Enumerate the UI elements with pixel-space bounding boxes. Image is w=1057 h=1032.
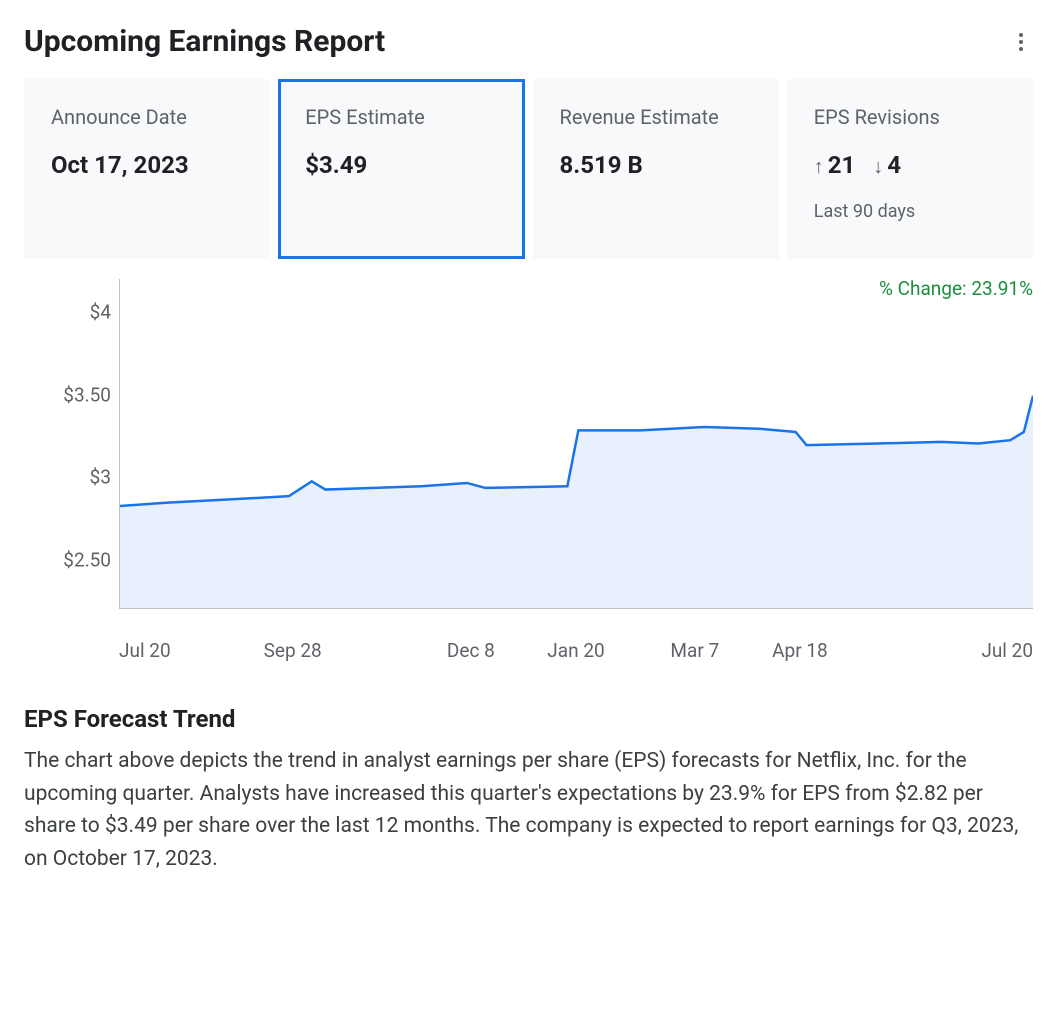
y-tick-label: $2.50 (63, 548, 111, 571)
x-tick-label: Dec 8 (447, 639, 495, 662)
x-tick-label: Jul 20 (981, 639, 1033, 662)
card-eps-revisions[interactable]: EPS Revisions ↑21 ↓4 Last 90 days (787, 79, 1033, 259)
revisions-subtext: Last 90 days (814, 201, 1006, 222)
more-options-icon[interactable] (1009, 30, 1033, 54)
card-value: $3.49 (305, 151, 497, 179)
x-tick-label: Mar 7 (670, 639, 719, 662)
chart-x-axis: Jul 20 Sep 28 Dec 8 Jan 20 Mar 7 Apr 18 Jul 20 (119, 639, 1033, 667)
arrow-up-icon: ↑ (814, 154, 824, 178)
arrow-down-icon: ↓ (873, 154, 883, 178)
chart-y-axis: $4 $3.50 $3 $2.50 (44, 279, 119, 609)
x-tick-label: Jan 20 (547, 639, 604, 662)
y-tick-label: $3 (90, 466, 111, 489)
revisions-up: ↑21 (814, 151, 856, 179)
card-label: EPS Estimate (305, 104, 497, 131)
x-tick-label: Sep 28 (264, 639, 322, 662)
summary-cards: Announce Date Oct 17, 2023 EPS Estimate … (24, 79, 1033, 259)
eps-chart: % Change: 23.91% $4$3.50$3$2.50 Jul 20Se… (44, 279, 1033, 667)
card-label: EPS Revisions (814, 104, 1006, 131)
forecast-title: EPS Forecast Trend (24, 705, 1033, 733)
card-eps-estimate[interactable]: EPS Estimate $3.49 (278, 79, 524, 259)
card-label: Revenue Estimate (560, 104, 752, 131)
page-title: Upcoming Earnings Report (24, 24, 385, 59)
card-announce-date[interactable]: Announce Date Oct 17, 2023 (24, 79, 270, 259)
card-label: Announce Date (51, 104, 243, 131)
y-tick-label: $3.50 (63, 383, 111, 406)
y-tick-label: $4 (90, 301, 111, 324)
chart-plot-area[interactable] (119, 279, 1033, 609)
x-tick-label: Jul 20 (119, 639, 171, 662)
card-value: Oct 17, 2023 (51, 151, 243, 179)
x-tick-label: Apr 18 (772, 639, 828, 662)
revisions-down: ↓4 (873, 151, 901, 179)
card-value: 8.519 B (560, 151, 752, 179)
card-revenue-estimate[interactable]: Revenue Estimate 8.519 B (533, 79, 779, 259)
forecast-body: The chart above depicts the trend in ana… (24, 745, 1033, 875)
